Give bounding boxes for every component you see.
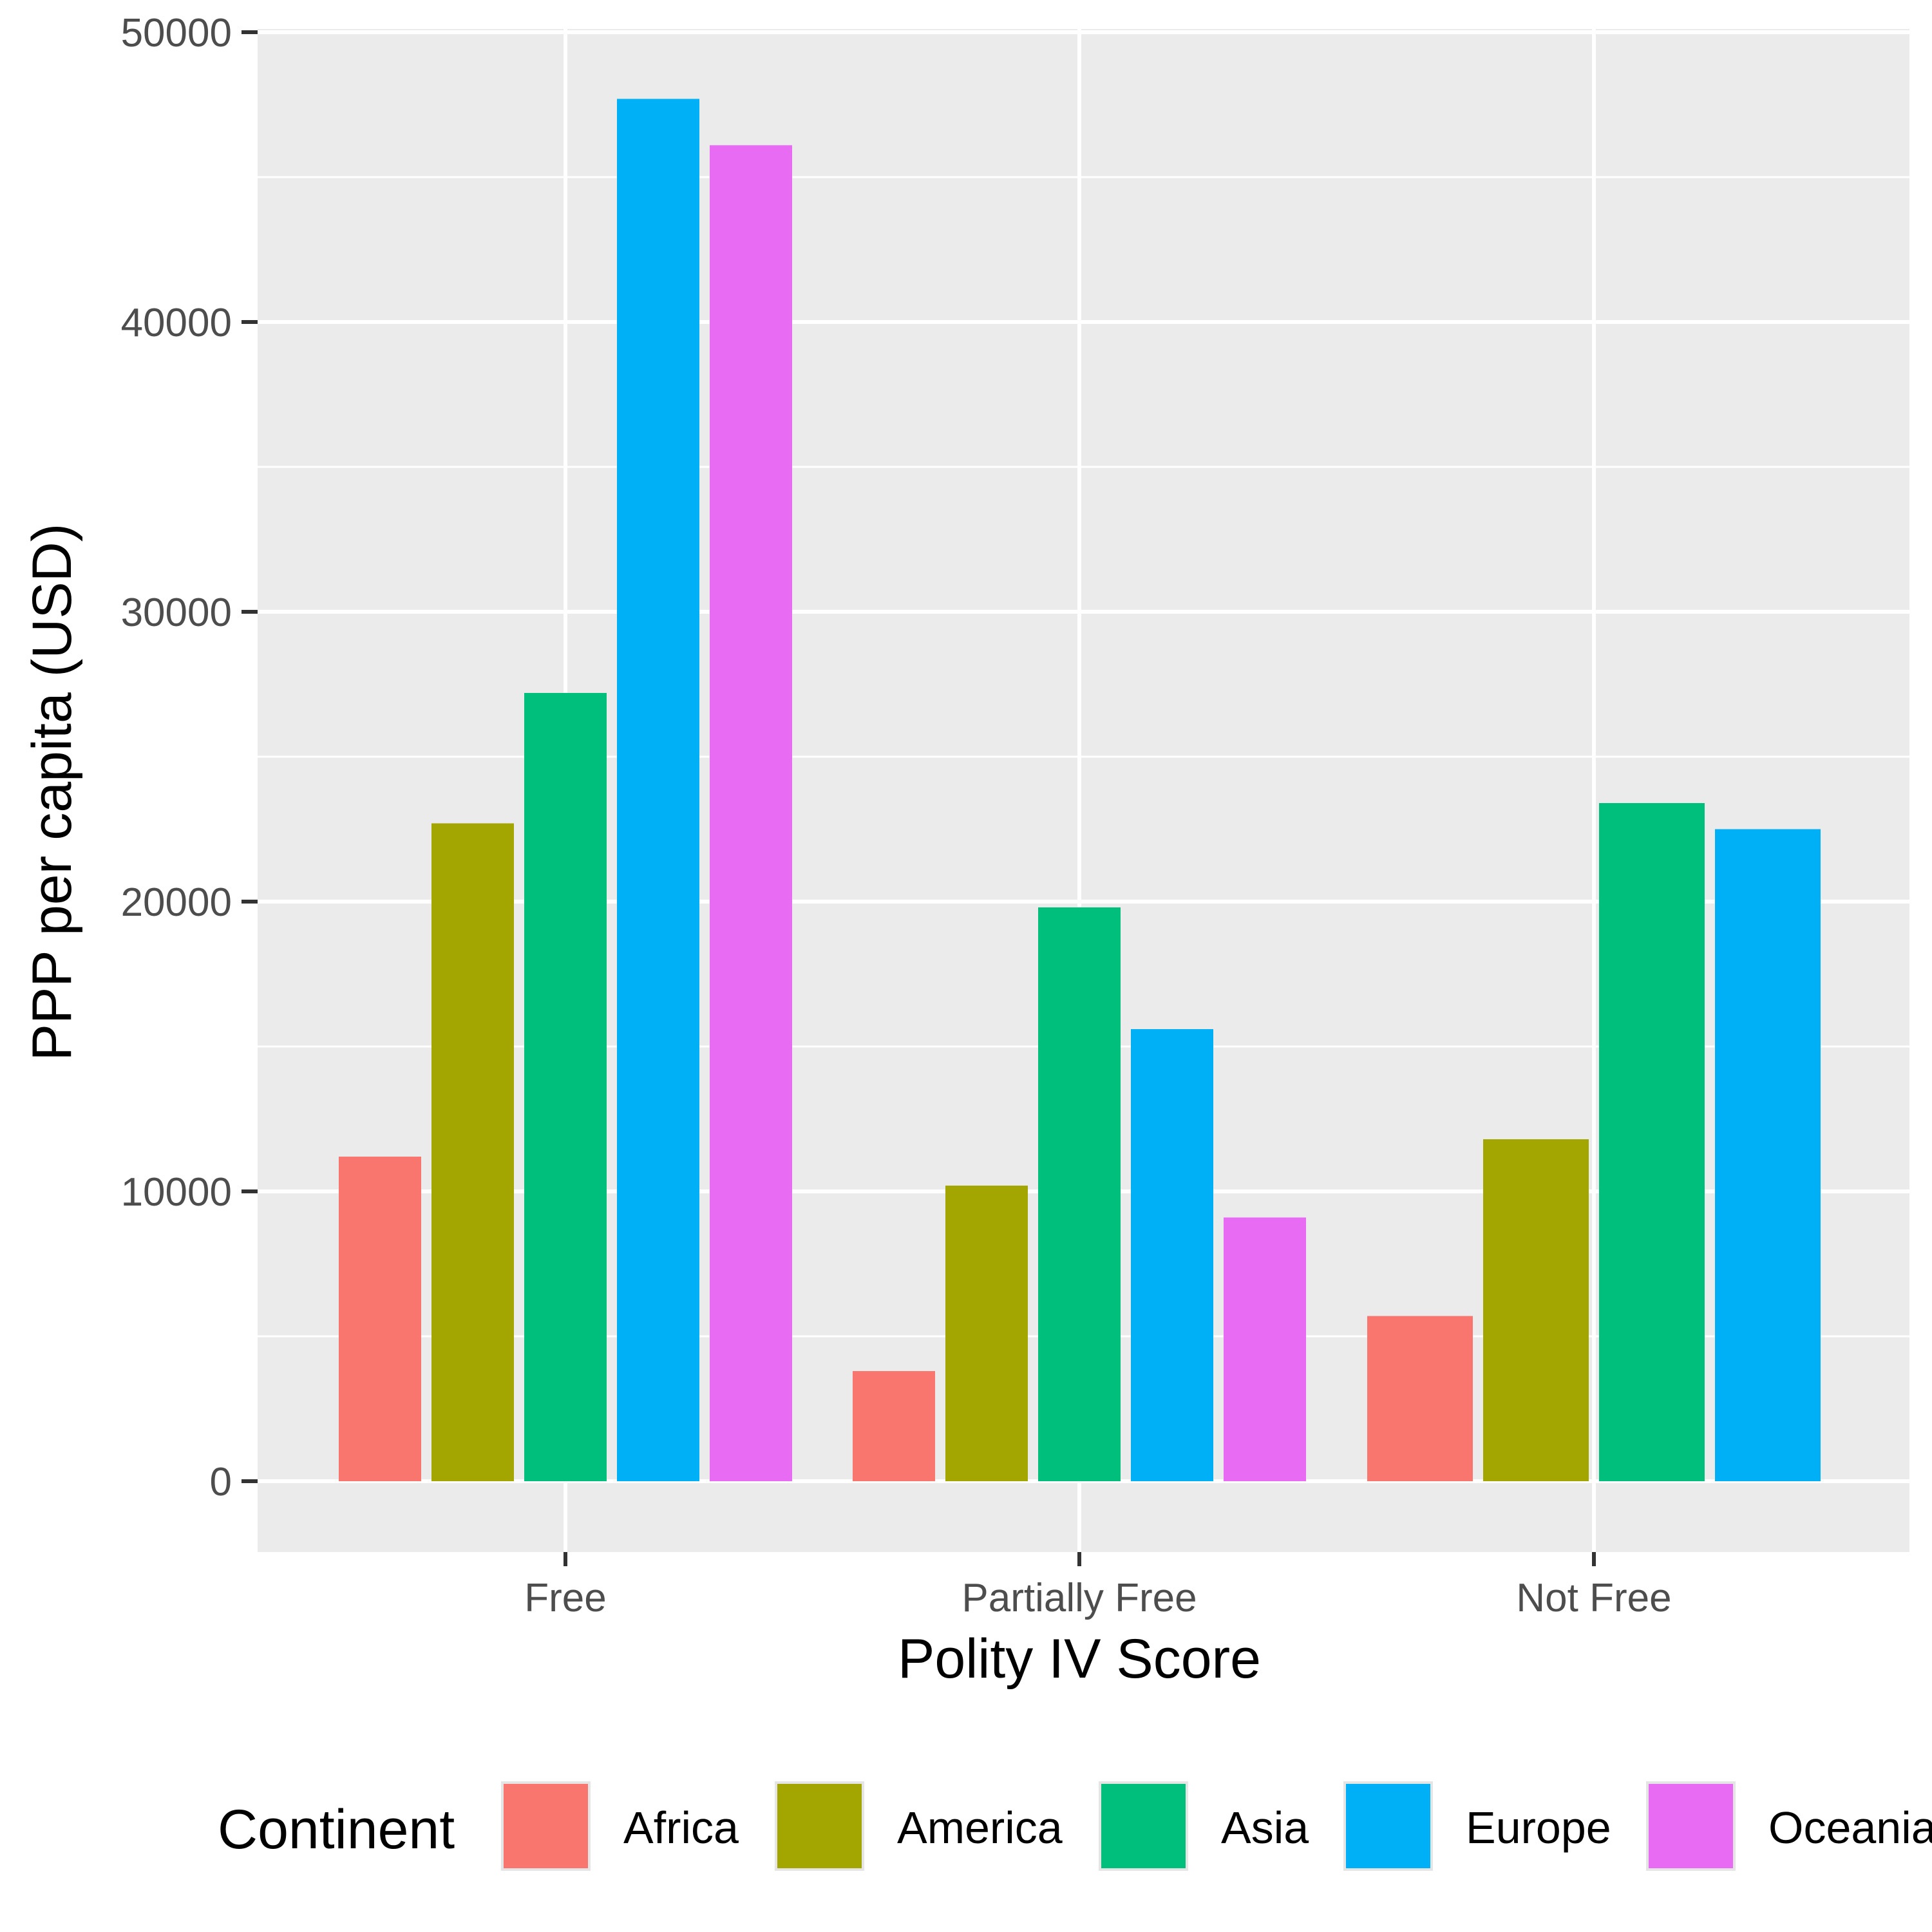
bar-africa-free bbox=[339, 1157, 421, 1481]
x-tick-label: Partially Free bbox=[961, 1576, 1197, 1620]
legend-label-asia: Asia bbox=[1221, 1803, 1309, 1853]
y-axis-title: PPP per capita (USD) bbox=[21, 524, 83, 1061]
bar-america-partially-free bbox=[945, 1186, 1028, 1481]
bar-asia-free bbox=[524, 693, 607, 1481]
y-tick-label: 50000 bbox=[121, 11, 232, 55]
bar-asia-not-free bbox=[1599, 803, 1705, 1481]
bar-europe-not-free bbox=[1715, 829, 1821, 1481]
y-tick-label: 40000 bbox=[121, 301, 232, 345]
y-tick-label: 30000 bbox=[121, 591, 232, 635]
bar-africa-partially-free bbox=[853, 1371, 935, 1481]
bar-oceania-partially-free bbox=[1224, 1217, 1306, 1481]
legend-label-africa: Africa bbox=[623, 1803, 739, 1853]
legend-label-oceania: Oceania bbox=[1768, 1803, 1932, 1853]
legend-key-africa bbox=[501, 1781, 591, 1871]
bar-america-free bbox=[431, 823, 514, 1481]
y-axis: 0 10000 20000 30000 40000 50000 bbox=[121, 11, 258, 1504]
legend-key-europe bbox=[1343, 1781, 1433, 1871]
y-tick-label: 10000 bbox=[121, 1170, 232, 1215]
legend-key-america bbox=[775, 1781, 864, 1871]
legend-label-europe: Europe bbox=[1466, 1803, 1611, 1853]
x-axis-title: Polity IV Score bbox=[898, 1628, 1261, 1690]
bar-asia-partially-free bbox=[1038, 907, 1121, 1481]
x-axis: Free Partially Free Not Free bbox=[524, 1552, 1672, 1620]
bar-america-not-free bbox=[1483, 1139, 1589, 1481]
legend-key-asia bbox=[1099, 1781, 1188, 1871]
bars bbox=[339, 99, 1821, 1481]
legend-title: Continent bbox=[218, 1799, 455, 1861]
legend-key-oceania bbox=[1646, 1781, 1736, 1871]
x-tick-label: Not Free bbox=[1516, 1576, 1671, 1620]
legend-label-america: America bbox=[897, 1803, 1063, 1853]
bar-africa-not-free bbox=[1367, 1316, 1473, 1481]
bar-oceania-free bbox=[710, 145, 792, 1481]
y-tick-label: 0 bbox=[210, 1460, 232, 1504]
legend: Continent Africa America Asia Europe Oceania bbox=[218, 1781, 1932, 1871]
y-tick-label: 20000 bbox=[121, 880, 232, 925]
x-tick-label: Free bbox=[524, 1576, 606, 1620]
bar-europe-free bbox=[617, 99, 699, 1481]
bar-europe-partially-free bbox=[1131, 1029, 1213, 1481]
